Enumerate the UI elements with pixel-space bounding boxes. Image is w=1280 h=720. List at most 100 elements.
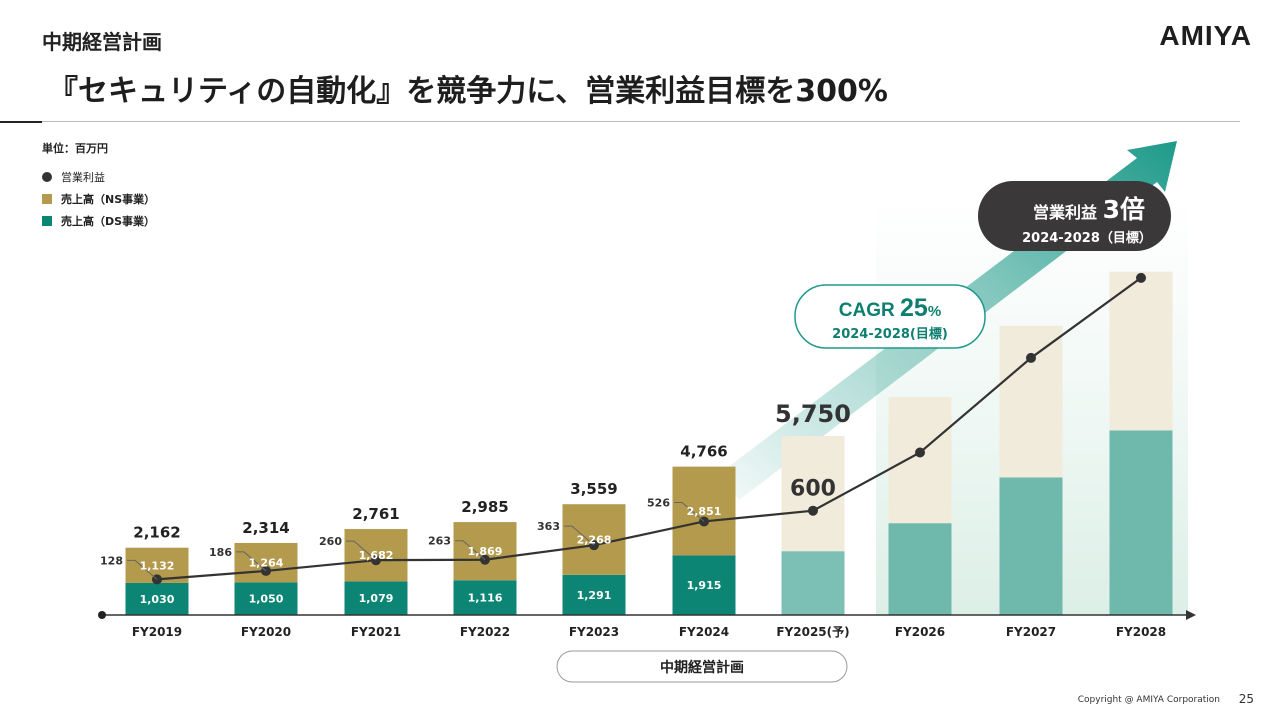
bar-ns-FY2023: [562, 504, 626, 575]
cagr-headline: CAGR 25%: [839, 294, 941, 322]
cagr-prefix: CAGR: [839, 300, 900, 321]
bar-ds-FY2020: [234, 582, 298, 615]
operating-profit-point: [1026, 352, 1036, 363]
page-number: 25: [1238, 692, 1254, 706]
operating-profit-point: [808, 505, 818, 516]
bar-ns-FY2027: [999, 325, 1063, 478]
ns-value-label: 2,268: [577, 534, 612, 547]
legend-item-ns: 売上高（NS事業）: [42, 188, 155, 210]
x-tick-label: FY2024: [679, 625, 729, 639]
operating-profit-line: [156, 277, 1142, 581]
legend-label-ds: 売上高（DS事業）: [61, 215, 156, 228]
triple-prefix: 営業利益: [1033, 203, 1103, 222]
ds-value-label: 1,116: [468, 592, 503, 605]
x-tick-label: FY2028: [1116, 625, 1166, 639]
triple-value: 3倍: [1103, 195, 1145, 224]
total-value-label: 2,985: [461, 498, 508, 516]
ns-value-label: 1,132: [140, 559, 175, 572]
x-tick-label: FY2026: [895, 625, 945, 639]
chart-legend: 単位：百万円 営業利益 売上高（NS事業） 売上高（DS事業）: [42, 140, 155, 232]
x-tick-label: FY2020: [241, 625, 291, 639]
operating-profit-label: 128: [100, 554, 123, 567]
ns-value-label: 2,851: [687, 505, 722, 518]
triple-period: 2024-2028（目標）: [1022, 230, 1152, 246]
legend-item-operating-profit: 営業利益: [42, 166, 155, 188]
x-tick-label: FY2025(予): [776, 625, 849, 639]
operating-profit-label: 260: [319, 535, 342, 548]
header-rule-accent: [0, 121, 42, 123]
cagr-period: 2024-2028(目標): [832, 326, 948, 342]
operating-profit-label: 263: [428, 535, 451, 548]
cagr-unit: %: [928, 303, 941, 320]
total-value-label: 2,761: [352, 505, 399, 523]
ds-value-label: 1,079: [359, 592, 394, 605]
section-title: 中期経営計画: [42, 30, 162, 54]
bar-ds-FY2027: [999, 477, 1063, 615]
bar-ns-FY2022: [453, 522, 517, 581]
cagr-callout: CAGR 25% 2024-2028(目標): [794, 284, 986, 349]
plan-label-text: 中期経営計画: [660, 659, 744, 676]
bar-ns-FY2025(予): [781, 436, 845, 552]
x-tick-label: FY2019: [132, 625, 182, 639]
cagr-callout-box: [794, 284, 986, 349]
bar-ns-FY2028: [1109, 271, 1173, 431]
x-tick-label: FY2021: [351, 625, 401, 639]
total-value-label: 5,750: [775, 400, 851, 428]
bar-ds-FY2025(予): [781, 551, 845, 615]
bar-ds-FY2021: [344, 581, 408, 615]
triple-profit-callout: 営業利益 3倍 2024-2028（目標）: [978, 181, 1171, 251]
operating-profit-leader: [674, 501, 705, 522]
total-value-label: 4,766: [680, 443, 727, 461]
ds-value-label: 1,915: [687, 579, 722, 592]
triple-headline: 営業利益 3倍: [1033, 195, 1145, 224]
x-axis-origin-dot: [98, 611, 106, 619]
x-tick-label: FY2023: [569, 625, 619, 639]
legend-label-ns: 売上高（NS事業）: [61, 193, 156, 206]
plan-label-box: [556, 650, 848, 683]
legend-item-ds: 売上高（DS事業）: [42, 210, 155, 232]
ns-value-label: 1,264: [249, 557, 284, 570]
triple-callout-box: [978, 181, 1171, 251]
legend-swatch-ns: [42, 194, 52, 204]
operating-profit-leader: [127, 559, 158, 580]
page-headline: 『セキュリティの自動化』を競争力に、営業利益目標を300%: [48, 74, 888, 109]
bar-ns-FY2024: [672, 466, 736, 556]
operating-profit-leader: [236, 551, 267, 572]
operating-profit-leader: [346, 540, 377, 561]
x-tick-label: FY2022: [460, 625, 510, 639]
operating-profit-label: 186: [209, 546, 232, 559]
operating-profit-label: 600: [790, 477, 836, 502]
bar-ds-FY2026: [888, 523, 952, 615]
ds-value-label: 1,030: [140, 593, 175, 606]
total-value-label: 2,314: [242, 519, 289, 537]
total-value-label: 2,162: [133, 524, 180, 542]
bar-ns-FY2026: [888, 397, 952, 524]
operating-profit-point: [915, 447, 925, 458]
legend-dot-icon: [42, 172, 52, 182]
total-value-label: 3,559: [570, 480, 617, 498]
header-rule: [42, 121, 1240, 122]
ns-value-label: 1,869: [468, 545, 503, 558]
operating-profit-leader: [455, 540, 486, 561]
operating-profit-label: 363: [537, 520, 560, 533]
plan-label: 中期経営計画: [556, 650, 848, 683]
x-tick-label: FY2027: [1006, 625, 1056, 639]
ns-value-label: 1,682: [359, 549, 394, 562]
bar-ds-FY2028: [1109, 430, 1173, 615]
ds-value-label: 1,291: [577, 589, 612, 602]
bar-ds-FY2024: [672, 555, 736, 615]
cagr-value: 25: [900, 294, 928, 322]
company-logo: AMIYA: [1159, 20, 1252, 51]
copyright-text: Copyright @ AMIYA Corporation: [1077, 695, 1220, 705]
bar-ds-FY2019: [125, 582, 189, 615]
bar-ds-FY2022: [453, 580, 517, 615]
x-axis-arrow-icon: [1186, 610, 1196, 620]
legend-label-operating-profit: 営業利益: [61, 171, 105, 184]
operating-profit-label: 526: [647, 496, 670, 509]
bar-ds-FY2023: [562, 574, 626, 615]
ds-value-label: 1,050: [249, 593, 284, 606]
unit-label: 単位：百万円: [42, 142, 108, 155]
operating-profit-point: [1136, 272, 1146, 283]
operating-profit-leader: [564, 525, 595, 546]
